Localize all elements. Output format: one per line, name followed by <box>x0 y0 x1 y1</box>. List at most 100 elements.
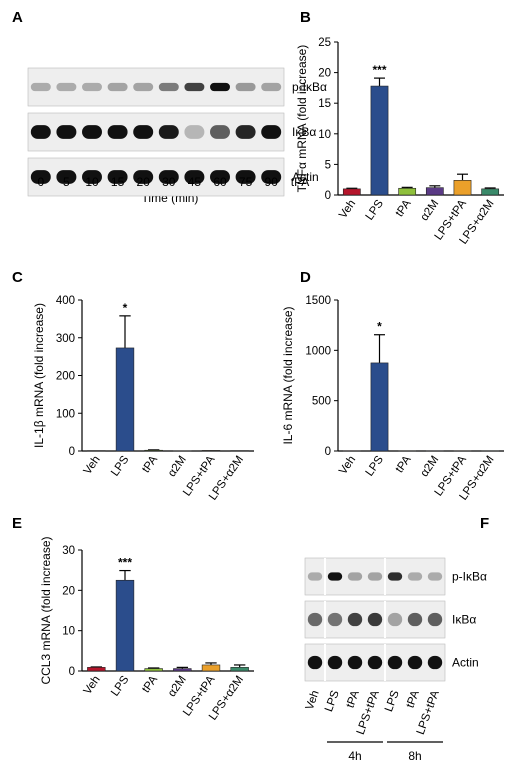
panel-e-y-tick-label: 30 <box>62 545 75 557</box>
panel-a-band <box>184 82 205 92</box>
panel-a-treatment-label: tPA <box>291 175 309 189</box>
panel-a-band <box>210 125 230 139</box>
panel-e-bar--2m <box>173 668 192 672</box>
panel-f-band <box>427 572 443 581</box>
panel-c-category-label: tPA <box>140 454 160 476</box>
panel-a-band <box>30 125 51 139</box>
panel-a-blot-label: Actin <box>292 170 319 184</box>
panel-c-y-tick-label: 300 <box>56 333 75 345</box>
panel-f-band <box>307 572 323 581</box>
panel-d-letter: D <box>300 269 311 286</box>
panel-f-band <box>407 572 423 581</box>
panel-a-band <box>82 82 102 92</box>
panel-e-bar-lps-2m <box>230 667 249 672</box>
panel-f-band <box>387 612 403 627</box>
panel-f-band <box>387 655 403 670</box>
panel-b-category-label: LPS <box>364 198 386 223</box>
panel-b-y-axis-label: TNFα mRNA (fold increase) <box>295 45 309 193</box>
panel-b-y-tick-label: 10 <box>318 129 331 141</box>
panel-e-category-label: Veh <box>82 674 103 697</box>
panel-a-band <box>56 82 77 92</box>
panel-b-bar-lps <box>370 85 389 196</box>
panel-b-bar-tpa <box>398 187 417 196</box>
panel-f-band <box>407 612 423 627</box>
panel-f-band <box>427 612 443 627</box>
panel-e-letter: E <box>12 515 22 532</box>
panel-c-y-tick-label: 0 <box>69 446 75 458</box>
panel-d-y-tick-label: 1500 <box>305 295 331 307</box>
panel-e-significance: *** <box>118 556 132 570</box>
panel-a-band <box>107 82 128 92</box>
panel-e-category-label: α2M <box>166 674 189 699</box>
panel-f-group-label: 8h <box>408 749 421 763</box>
panel-f-band <box>347 572 363 581</box>
panel-f-blot-label: Actin <box>452 656 479 670</box>
panel-f-band <box>327 572 343 581</box>
panel-c-category-label: LPS <box>109 454 131 479</box>
panel-a-band <box>235 170 256 184</box>
panel-c-category-label: α2M <box>166 454 189 479</box>
panel-a-band <box>210 82 230 92</box>
panel-a-band <box>82 170 102 184</box>
panel-e-category-label: LPS <box>109 674 131 699</box>
panel-b-category-label: α2M <box>418 198 441 223</box>
panel-e-bar-lps <box>115 579 135 672</box>
panel-f-letter: F <box>480 515 489 532</box>
panel-a-band <box>133 170 154 184</box>
panel-a-time-label: 60 <box>213 175 227 189</box>
panel-a-band <box>158 125 179 139</box>
panel-c-bar-lps-tpa <box>201 450 221 452</box>
panel-a-time-label: 20 <box>137 175 151 189</box>
panel-a-band <box>261 82 282 92</box>
panel-f-band <box>407 655 423 670</box>
panel-e-bar-veh <box>87 667 106 672</box>
panel-a-band <box>235 82 256 92</box>
panel-d-y-tick-label: 0 <box>325 446 331 458</box>
panel-b-category-label: Veh <box>337 198 358 221</box>
panel-b-y-tick-label: 20 <box>318 68 331 80</box>
panel-d-significance: * <box>377 320 382 334</box>
panel-a-time-label: 10 <box>85 175 99 189</box>
panel-d-category-label: α2M <box>418 454 441 479</box>
panel-c-bar-tpa <box>144 449 163 452</box>
panel-d-bar-lps <box>370 362 389 452</box>
panel-b-bar-lps-2m <box>481 188 500 196</box>
panel-e-y-tick-label: 10 <box>62 626 75 638</box>
panel-f-lane-label: LPS <box>323 689 342 714</box>
panel-c-y-tick-label: 100 <box>56 408 75 420</box>
panel-c-significance: * <box>123 301 128 315</box>
panel-f-lane-label: tPA <box>344 689 361 710</box>
panel-a-band <box>184 170 205 184</box>
panel-a-band <box>56 125 77 139</box>
panel-a-time-label: 90 <box>265 175 279 189</box>
panel-a-blot-strip <box>27 67 285 107</box>
panel-f-band <box>367 655 383 670</box>
panel-a-time-label: 0 <box>37 175 44 189</box>
panel-a-band <box>261 125 282 139</box>
panel-a-band <box>184 125 205 139</box>
panel-f-band <box>427 655 443 670</box>
panel-a-band <box>133 82 154 92</box>
panel-f-band <box>367 572 383 581</box>
panel-f-lane-label: tPA <box>404 689 421 710</box>
panel-a-band <box>235 125 256 139</box>
panel-a-band <box>158 82 179 92</box>
panel-c-letter: C <box>12 269 23 286</box>
panel-e-y-axis-label: CCL3 mRNA (fold increase) <box>39 536 53 684</box>
panel-f-band <box>387 572 403 581</box>
panel-b-y-tick-label: 5 <box>325 159 331 171</box>
panel-b-category-label: tPA <box>394 198 414 220</box>
panel-f-blot-label: p-IκBα <box>452 570 487 584</box>
panel-f-group-label: 4h <box>348 749 361 763</box>
panel-a-letter: A <box>12 9 23 26</box>
panel-d-category-label: LPS <box>364 454 386 479</box>
panel-e-bar-tpa <box>144 668 163 672</box>
panel-f-blot-label: IκBα <box>452 613 476 627</box>
panel-a-band <box>107 170 128 184</box>
panel-a-blot-label: IκBα <box>292 125 316 139</box>
panel-b-y-tick-label: 25 <box>318 37 331 49</box>
panel-e-y-tick-label: 20 <box>62 585 75 597</box>
panel-f-band <box>307 612 323 627</box>
panel-b-significance: *** <box>372 63 386 77</box>
